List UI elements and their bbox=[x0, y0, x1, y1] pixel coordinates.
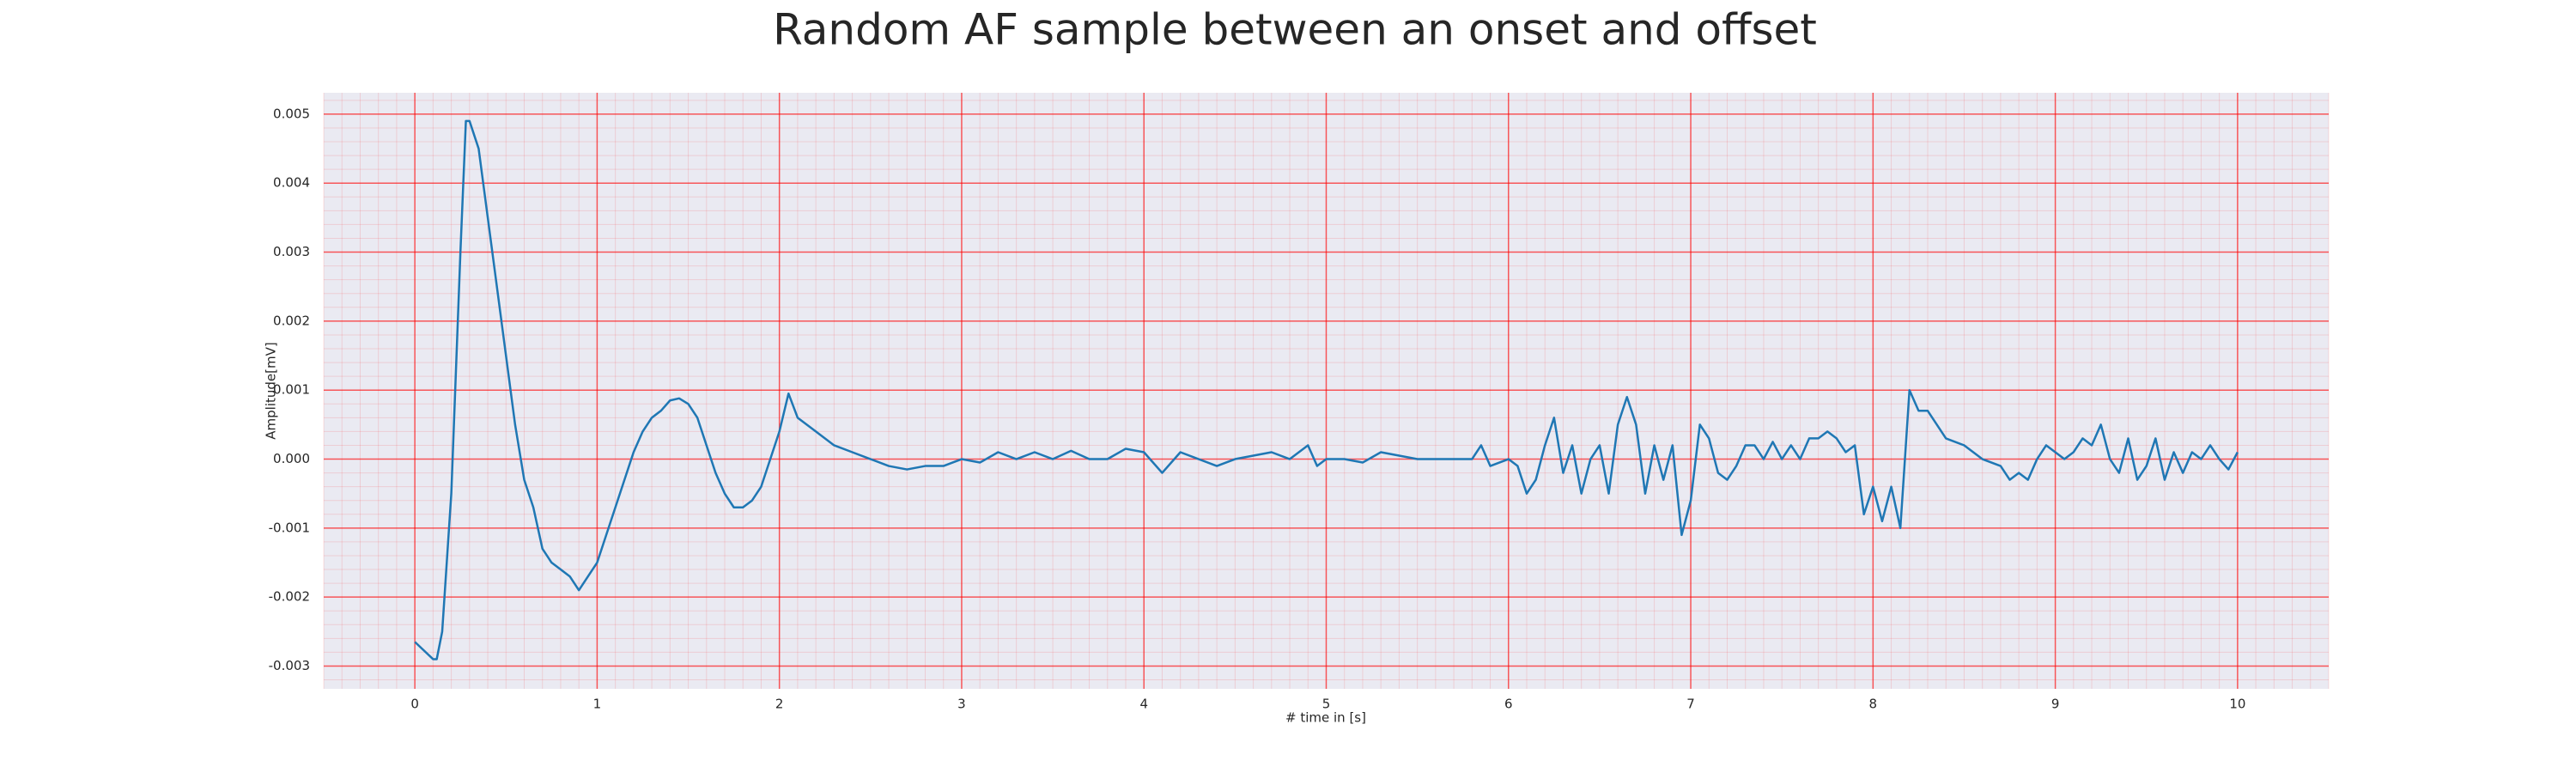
y-tick-label: 0.003 bbox=[273, 244, 310, 259]
y-tick-label: -0.001 bbox=[269, 520, 310, 535]
y-tick-label: 0.001 bbox=[273, 382, 310, 398]
x-tick-label: 8 bbox=[1869, 697, 1878, 712]
x-tick-label: 4 bbox=[1139, 697, 1148, 712]
x-tick-label: 1 bbox=[593, 697, 602, 712]
signal-line bbox=[414, 119, 2239, 660]
x-tick-label: 9 bbox=[2051, 697, 2060, 712]
x-tick-label: 0 bbox=[410, 697, 419, 712]
y-tick-label: 0.005 bbox=[273, 106, 310, 121]
x-tick-label: 3 bbox=[957, 697, 966, 712]
x-tick-label: 2 bbox=[775, 697, 784, 712]
x-tick-label: 5 bbox=[1322, 697, 1331, 712]
x-tick-label: 10 bbox=[2229, 697, 2245, 712]
y-tick-label: -0.002 bbox=[269, 589, 310, 605]
x-axis-label: # time in [s] bbox=[1285, 710, 1366, 726]
y-tick-label: -0.003 bbox=[269, 658, 310, 673]
grid bbox=[323, 93, 2330, 689]
y-tick-label: 0.000 bbox=[273, 451, 310, 466]
chart-title: Random AF sample between an onset and of… bbox=[773, 5, 1817, 55]
y-tick-label: 0.002 bbox=[273, 313, 310, 328]
y-axis-label: Amplitude[mV] bbox=[264, 342, 279, 439]
x-tick-label: 7 bbox=[1686, 697, 1695, 712]
x-tick-label: 6 bbox=[1504, 697, 1513, 712]
y-tick-label: 0.004 bbox=[273, 175, 310, 191]
